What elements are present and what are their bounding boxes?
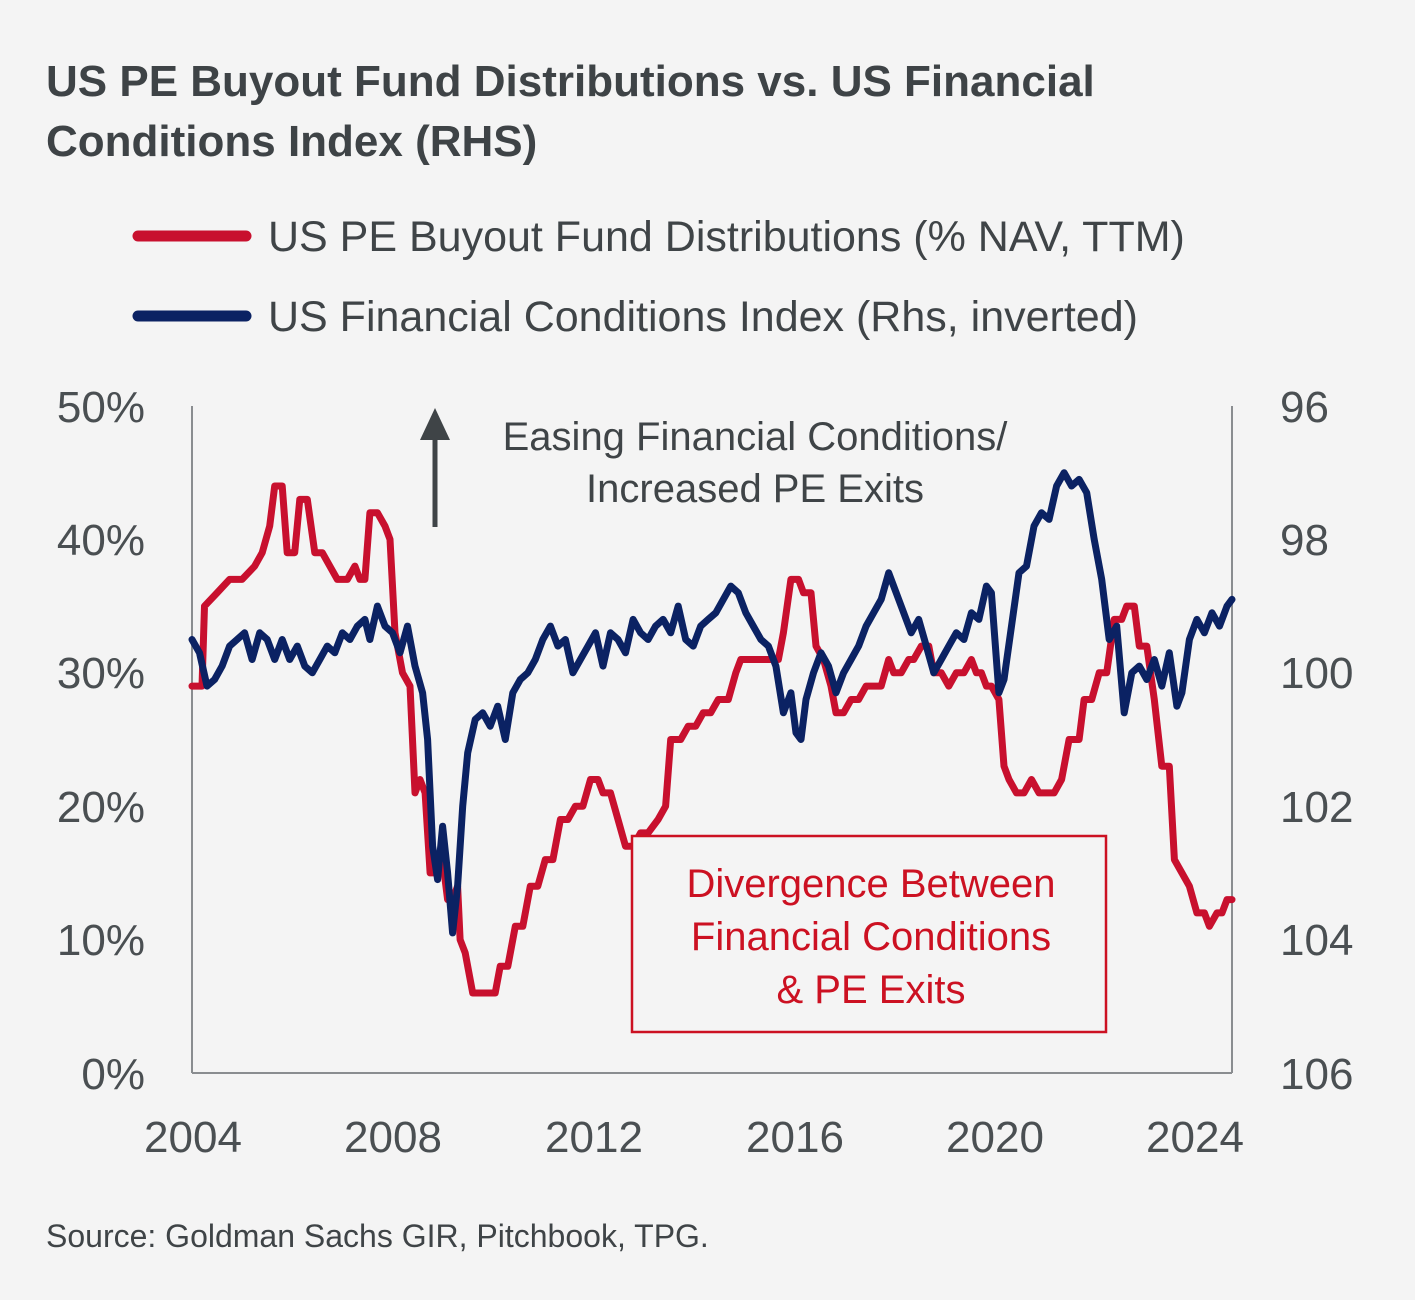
divergence-line2: Financial Conditions xyxy=(691,915,1051,959)
left-tick-50: 50% xyxy=(57,383,145,432)
series-line-fci xyxy=(188,469,1236,937)
x-tick-2024: 2024 xyxy=(1146,1113,1244,1162)
left-tick-0: 0% xyxy=(81,1050,145,1099)
chart-title: US PE Buyout Fund Distributions vs. US F… xyxy=(46,52,1346,172)
right-tick-102: 102 xyxy=(1280,783,1353,832)
source-note: Source: Goldman Sachs GIR, Pitchbook, TP… xyxy=(46,1218,709,1254)
left-tick-40: 40% xyxy=(57,516,145,565)
legend-label-distributions: US PE Buyout Fund Distributions (% NAV, … xyxy=(268,213,1185,261)
right-tick-96: 96 xyxy=(1280,383,1329,432)
easing-arrow xyxy=(420,408,450,527)
annotation-easing-line2: Increased PE Exits xyxy=(586,467,924,511)
left-axis-ticks: 50% 40% 30% 20% 10% 0% xyxy=(57,383,145,1099)
right-tick-106: 106 xyxy=(1280,1050,1353,1099)
left-tick-30: 30% xyxy=(57,649,145,698)
left-tick-10: 10% xyxy=(57,916,145,965)
divergence-line1: Divergence Between xyxy=(686,862,1055,906)
x-tick-2020: 2020 xyxy=(946,1113,1044,1162)
right-tick-100: 100 xyxy=(1280,649,1353,698)
chart-title-line2: Conditions Index (RHS) xyxy=(46,117,538,166)
arrow-head-icon xyxy=(420,408,450,440)
left-tick-20: 20% xyxy=(57,783,145,832)
series-line-distributions xyxy=(188,482,1236,997)
right-tick-104: 104 xyxy=(1280,916,1353,965)
divergence-line3: & PE Exits xyxy=(777,968,966,1012)
x-tick-2016: 2016 xyxy=(746,1113,844,1162)
divergence-box xyxy=(630,834,1108,1034)
divergence-annotation: Divergence Between Financial Conditions … xyxy=(630,834,1108,1034)
chart-title-line1: US PE Buyout Fund Distributions vs. US F… xyxy=(46,57,1095,106)
x-tick-2008: 2008 xyxy=(344,1113,442,1162)
series-layer xyxy=(188,469,1236,997)
legend-label-fci: US Financial Conditions Index (Rhs, inve… xyxy=(268,293,1138,341)
right-tick-98: 98 xyxy=(1280,516,1329,565)
x-tick-2012: 2012 xyxy=(545,1113,643,1162)
x-axis-ticks: 2004 2008 2012 2016 2020 2024 xyxy=(144,1113,1244,1162)
annotation-easing-line1: Easing Financial Conditions/ xyxy=(503,415,1009,459)
x-tick-2004: 2004 xyxy=(144,1113,242,1162)
right-axis-ticks: 96 98 100 102 104 106 xyxy=(1280,383,1353,1099)
legend: US PE Buyout Fund Distributions (% NAV, … xyxy=(132,213,1185,341)
